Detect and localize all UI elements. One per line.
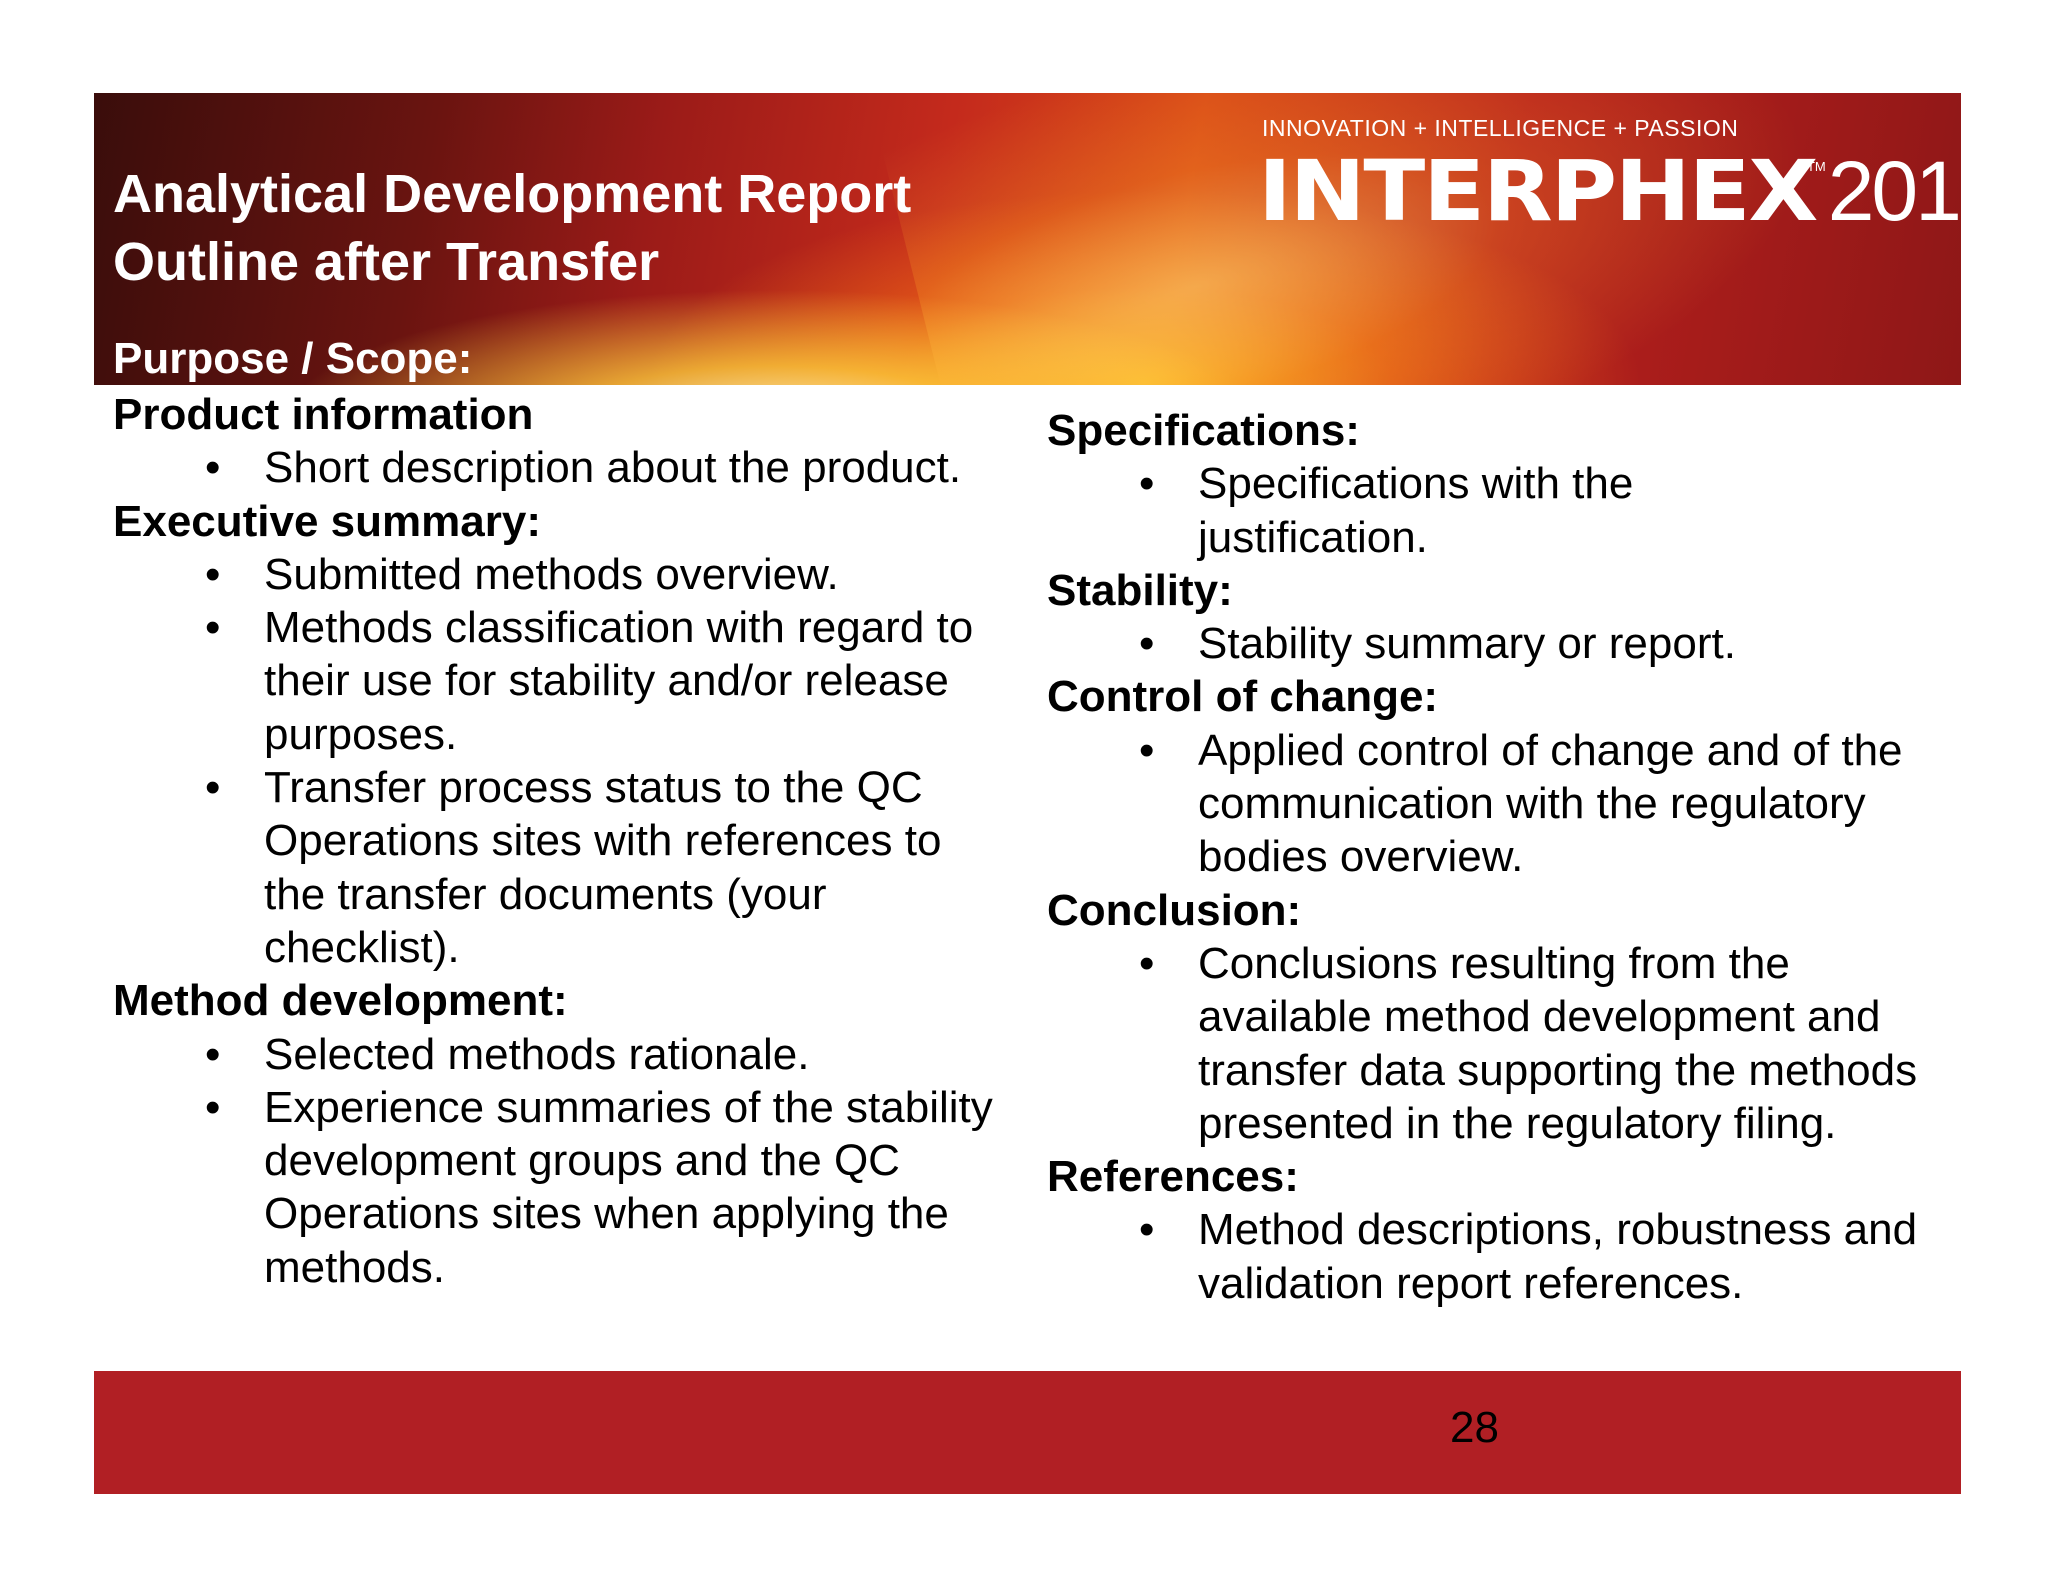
bullet-glyph: • [1139,459,1155,509]
right-column: Specifications: • Specifications with th… [1047,404,1947,1310]
list-item: • Specifications with the justification. [1047,457,1858,564]
logo-tagline: INNOVATION + INTELLIGENCE + PASSION [1262,115,1739,141]
bullet-text: Short description about the product. [264,443,962,493]
bullet-text: Transfer process status to the QC Operat… [264,763,942,972]
list-item: • Submitted methods overview. [113,548,1013,601]
section-heading-executive-summary: Executive summary: [113,496,541,546]
bullet-glyph: • [205,1029,221,1079]
section-heading-control-of-change: Control of change: [1047,672,1439,722]
section-heading-references: References: [1047,1152,1299,1202]
left-column: Product information • Short description … [113,388,1013,1294]
bullet-glyph: • [1139,938,1155,988]
footer-banner [94,1371,1961,1494]
page-number: 28 [1450,1403,1499,1452]
list-item: • Selected methods rationale. [113,1028,1013,1081]
bullet-glyph: • [1139,619,1155,669]
list-item: • Experience summaries of the stability … [113,1081,1013,1294]
purpose-scope-heading: Purpose / Scope: [113,334,473,383]
bullet-text: Method descriptions, robustness and vali… [1198,1205,1918,1308]
bullet-text: Applied control of change and of the com… [1198,725,1903,882]
bullet-list-stability: • Stability summary or report. [1047,617,1947,670]
bullet-list-method-development: • Selected methods rationale. • Experien… [113,1028,1013,1294]
bullet-text: Selected methods rationale. [264,1029,810,1079]
bullet-list-references: • Method descriptions, robustness and va… [1047,1203,1947,1310]
section-heading-specifications: Specifications: [1047,406,1360,455]
logo-trademark: TM [1806,159,1826,174]
bullet-glyph: • [205,1082,221,1132]
bullet-glyph: • [205,443,221,493]
section-heading-product: Product information [113,390,534,439]
bullet-list-executive-summary: • Submitted methods overview. • Methods … [113,548,1013,974]
bullet-list-control-of-change: • Applied control of change and of the c… [1047,724,1947,884]
list-item: • Conclusions resulting from the availab… [1047,937,1947,1150]
section-heading-conclusion: Conclusion: [1047,885,1302,935]
section-heading-stability: Stability: [1047,565,1233,615]
bullet-list-specifications: • Specifications with the justification. [1047,457,1947,564]
bullet-glyph: • [1139,1205,1155,1255]
header-banner [94,93,1961,385]
bullet-text: Submitted methods overview. [264,549,839,599]
list-item: • Methods classification with regard to … [113,601,1013,761]
interphex-logo: INTERPHEXTM2013 [1258,142,2006,240]
slide-title-line-1: Analytical Development Report [113,164,912,224]
bullet-list-product: • Short description about the product. [113,441,1013,494]
list-item: • Method descriptions, robustness and va… [1047,1203,1947,1310]
logo-year: 2013 [1827,144,2006,238]
bullet-text: Conclusions resulting from the available… [1198,938,1918,1148]
bullet-glyph: • [1139,725,1155,775]
bullet-text: Methods classification with regard to th… [264,603,974,759]
bullet-list-conclusion: • Conclusions resulting from the availab… [1047,937,1947,1150]
bullet-glyph: • [205,763,221,813]
list-item: • Transfer process status to the QC Oper… [113,761,1013,974]
bullet-text: Experience summaries of the stability de… [264,1082,993,1292]
slide-title: Analytical Development Report Outline af… [113,160,911,296]
list-item: • Applied control of change and of the c… [1047,724,1947,884]
slide-title-line-2: Outline after Transfer [113,232,660,292]
bullet-glyph: • [205,549,221,599]
list-item: • Short description about the product. [113,441,964,494]
bullet-text: Specifications with the justification. [1198,459,1634,562]
logo-wordmark: INTERPHEX [1258,142,1818,240]
section-heading-method-development: Method development: [113,976,568,1026]
bullet-glyph: • [205,603,221,653]
list-item: • Stability summary or report. [1047,617,1947,670]
bullet-text: Stability summary or report. [1198,619,1736,669]
